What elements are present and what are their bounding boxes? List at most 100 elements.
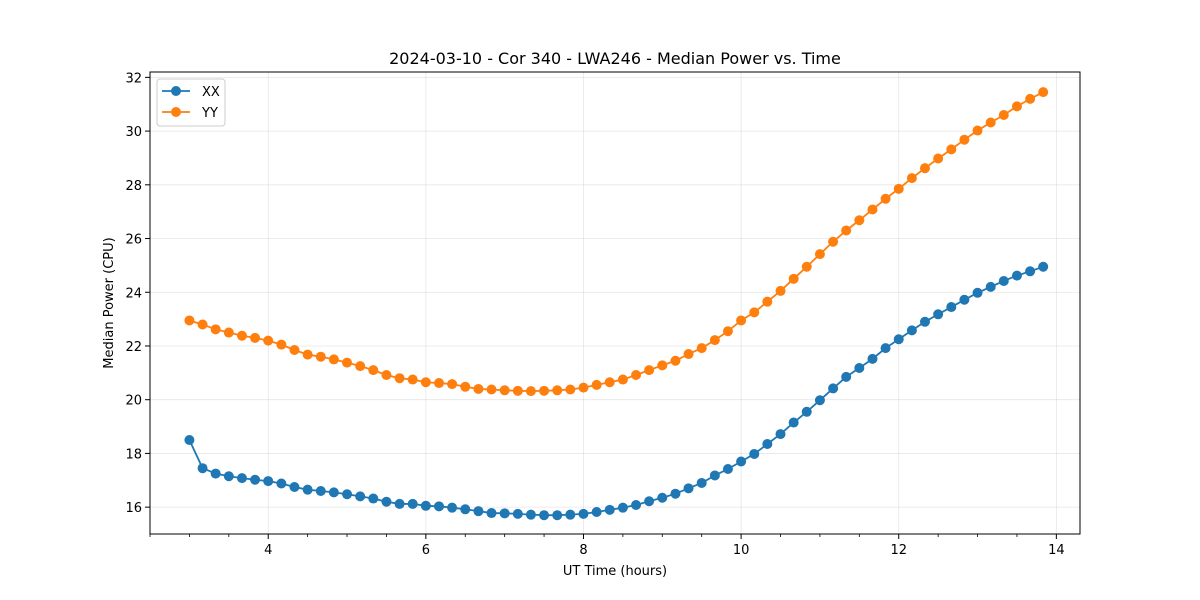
data-point-yy	[657, 360, 668, 371]
y-tick-label: 20	[125, 394, 142, 409]
data-point-yy	[854, 215, 865, 226]
data-point-yy	[486, 384, 497, 395]
data-point-yy	[328, 354, 339, 365]
data-point-xx	[617, 502, 628, 513]
data-point-xx	[657, 492, 668, 503]
data-point-yy	[631, 369, 642, 380]
data-point-yy	[644, 365, 655, 376]
data-point-xx	[525, 509, 536, 520]
data-point-xx	[512, 508, 523, 519]
data-point-xx	[434, 501, 445, 512]
data-point-yy	[473, 383, 484, 394]
legend-marker-xx	[171, 86, 181, 96]
data-point-yy	[683, 349, 694, 360]
data-point-yy	[447, 379, 458, 390]
data-point-yy	[959, 134, 970, 145]
data-point-xx	[946, 302, 957, 313]
data-point-yy	[289, 345, 300, 356]
legend-label-xx: XX	[202, 85, 220, 100]
data-point-xx	[644, 496, 655, 507]
data-point-xx	[985, 281, 996, 292]
data-point-xx	[486, 508, 497, 519]
data-point-yy	[814, 249, 825, 260]
data-point-yy	[420, 377, 431, 388]
x-tick-label: 4	[264, 543, 272, 558]
x-tick-label: 8	[579, 543, 587, 558]
data-point-xx	[499, 508, 510, 519]
data-point-xx	[289, 481, 300, 492]
data-point-yy	[893, 183, 904, 194]
data-point-xx	[342, 489, 353, 500]
data-point-yy	[210, 324, 221, 335]
data-point-yy	[434, 378, 445, 389]
data-point-yy	[617, 374, 628, 385]
data-point-yy	[236, 330, 247, 341]
data-point-xx	[368, 493, 379, 504]
data-point-xx	[933, 309, 944, 320]
data-point-yy	[880, 193, 891, 204]
data-point-xx	[1038, 261, 1049, 272]
data-point-xx	[814, 395, 825, 406]
data-point-xx	[184, 434, 195, 445]
data-point-yy	[696, 343, 707, 354]
data-point-yy	[355, 361, 366, 372]
data-point-xx	[709, 470, 720, 481]
data-point-yy	[985, 117, 996, 128]
data-point-xx	[801, 406, 812, 417]
data-point-yy	[276, 339, 287, 350]
data-point-yy	[906, 173, 917, 184]
data-point-yy	[407, 374, 418, 385]
y-tick-label: 26	[125, 233, 142, 248]
data-point-xx	[631, 499, 642, 510]
data-point-yy	[670, 355, 681, 366]
data-point-yy	[342, 357, 353, 368]
x-tick-label: 12	[890, 543, 907, 558]
data-point-xx	[460, 504, 471, 515]
data-point-xx	[841, 371, 852, 382]
data-point-yy	[1025, 93, 1036, 104]
y-tick-label: 22	[125, 340, 142, 355]
data-point-xx	[210, 468, 221, 479]
data-point-yy	[946, 144, 957, 155]
data-point-xx	[223, 471, 234, 482]
data-point-yy	[394, 373, 405, 384]
data-point-yy	[775, 285, 786, 296]
axes: 4 6 8 10 12 14 16 18 20 22 24 26 28 30 32	[125, 71, 1064, 558]
data-point-xx	[394, 498, 405, 509]
x-tick-label: 14	[1048, 543, 1065, 558]
plot-frame	[149, 71, 1081, 535]
y-tick-label: 32	[125, 71, 142, 86]
data-point-xx	[381, 496, 392, 507]
data-point-yy	[709, 335, 720, 346]
data-point-yy	[736, 315, 747, 326]
data-point-yy	[499, 385, 510, 396]
data-point-xx	[893, 334, 904, 345]
y-tick-label: 24	[125, 286, 142, 301]
grid	[150, 72, 1080, 534]
data-point-yy	[722, 326, 733, 337]
data-point-yy	[749, 307, 760, 318]
data-point-xx	[315, 486, 326, 497]
data-point-yy	[460, 381, 471, 392]
data-point-xx	[788, 417, 799, 428]
data-point-yy	[828, 236, 839, 247]
data-point-xx	[473, 506, 484, 517]
legend: XX YY	[156, 78, 226, 127]
data-point-xx	[591, 506, 602, 517]
data-point-xx	[604, 504, 615, 515]
data-point-xx	[1011, 270, 1022, 281]
y-tick-label: 18	[125, 447, 142, 462]
data-point-yy	[867, 204, 878, 215]
x-axis-label: UT Time (hours)	[563, 564, 667, 579]
data-point-yy	[381, 369, 392, 380]
data-point-yy	[302, 349, 313, 360]
data-point-xx	[355, 491, 366, 502]
data-point-yy	[1038, 87, 1049, 98]
data-point-yy	[801, 261, 812, 272]
data-point-xx	[775, 429, 786, 440]
data-point-xx	[552, 510, 563, 521]
data-point-yy	[539, 385, 550, 396]
data-point-yy	[565, 384, 576, 395]
data-point-yy	[591, 379, 602, 390]
